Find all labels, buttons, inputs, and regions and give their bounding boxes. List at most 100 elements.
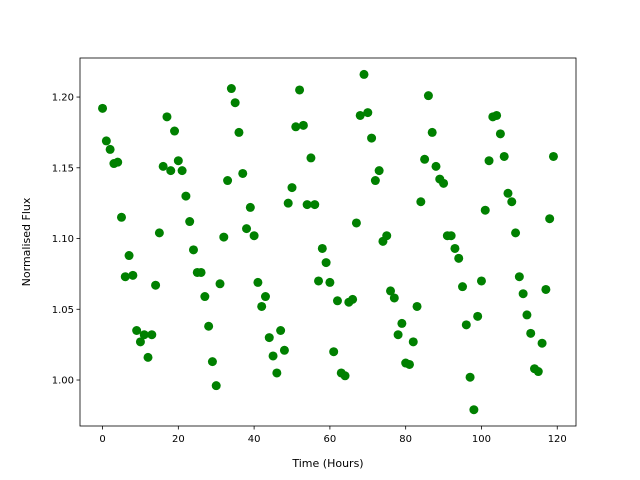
point	[370, 176, 380, 186]
point	[215, 279, 225, 289]
point	[458, 282, 468, 292]
point	[151, 280, 161, 290]
point	[314, 276, 324, 286]
point	[495, 129, 505, 139]
point	[143, 352, 153, 362]
point	[522, 310, 532, 320]
y-tick-label: 1.10	[52, 234, 74, 245]
point	[272, 368, 282, 378]
point	[291, 122, 301, 132]
point	[113, 157, 123, 167]
point	[105, 144, 115, 154]
point	[393, 330, 403, 340]
point	[476, 276, 486, 286]
point	[196, 267, 206, 277]
point	[359, 69, 369, 79]
point	[329, 347, 339, 357]
point	[211, 381, 221, 391]
point	[135, 337, 145, 347]
point	[484, 156, 494, 166]
x-tick-label: 0	[99, 434, 105, 445]
point	[511, 228, 521, 238]
x-tick-label: 60	[324, 434, 337, 445]
point	[279, 345, 289, 355]
point	[416, 197, 426, 207]
point	[518, 289, 528, 299]
point	[223, 176, 233, 186]
point	[310, 200, 320, 210]
point	[461, 320, 471, 330]
point	[298, 120, 308, 130]
point	[492, 110, 502, 120]
point	[351, 218, 361, 228]
point	[473, 311, 483, 321]
point	[158, 161, 168, 171]
point	[132, 325, 142, 335]
point	[162, 112, 172, 122]
point	[234, 127, 244, 137]
point	[276, 325, 286, 335]
point	[260, 292, 270, 302]
point	[242, 224, 252, 234]
point	[382, 231, 392, 241]
point	[454, 253, 464, 263]
point	[446, 231, 456, 241]
point	[537, 338, 547, 348]
point	[348, 294, 358, 304]
point	[450, 243, 460, 253]
point	[431, 161, 441, 171]
point	[363, 108, 373, 118]
point	[238, 168, 248, 178]
point	[480, 205, 490, 215]
point	[374, 166, 384, 176]
point	[139, 330, 149, 340]
point	[204, 321, 214, 331]
point	[207, 357, 217, 367]
point	[332, 296, 342, 306]
point	[219, 232, 229, 242]
point	[295, 85, 305, 95]
point	[226, 84, 236, 94]
point	[306, 153, 316, 163]
point	[389, 293, 399, 303]
point	[321, 258, 331, 268]
point	[439, 178, 449, 188]
x-tick-label: 40	[248, 434, 261, 445]
point	[249, 231, 259, 241]
point	[287, 183, 297, 193]
point	[340, 371, 350, 381]
plot-frame	[79, 57, 577, 427]
y-tick-label: 1.00	[52, 376, 74, 387]
point	[423, 91, 433, 101]
point	[465, 372, 475, 382]
x-tick-label: 80	[399, 434, 412, 445]
point	[499, 151, 509, 161]
point	[427, 127, 437, 137]
point	[124, 251, 134, 261]
point	[503, 188, 513, 198]
point	[533, 367, 543, 377]
x-tick-label: 20	[172, 434, 185, 445]
point	[302, 200, 312, 210]
point	[541, 284, 551, 294]
point	[257, 301, 267, 311]
x-axis-label: Time (Hours)	[291, 457, 363, 470]
point	[420, 154, 430, 164]
point	[408, 337, 418, 347]
point	[469, 405, 479, 415]
x-tick-label: 120	[548, 434, 567, 445]
y-axis-label: Normalised Flux	[20, 197, 33, 286]
point	[170, 126, 180, 136]
point	[317, 243, 327, 253]
point	[177, 166, 187, 176]
point	[412, 301, 422, 311]
point	[355, 110, 365, 120]
point	[185, 217, 195, 227]
y-tick-label: 1.05	[52, 305, 74, 316]
y-tick-label: 1.15	[52, 163, 74, 174]
point	[181, 191, 191, 201]
point	[526, 328, 536, 338]
point	[548, 151, 558, 161]
point	[367, 133, 377, 143]
